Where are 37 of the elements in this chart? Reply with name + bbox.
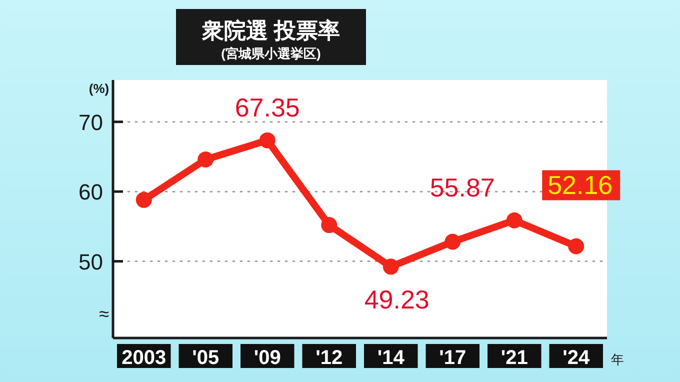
data-label: 52.16 xyxy=(548,170,613,200)
x-tick-label: 2003 xyxy=(122,347,166,369)
point xyxy=(506,212,522,228)
chart-subtitle: (宮城県小選挙区) xyxy=(221,46,321,61)
point xyxy=(198,151,214,168)
data-label: 49.23 xyxy=(364,284,430,315)
x-tick-label: '05 xyxy=(192,347,220,369)
xtick: '17 xyxy=(426,344,480,369)
x-tick-label: '14 xyxy=(377,347,406,369)
point xyxy=(321,217,338,234)
xtick: '12 xyxy=(302,344,356,369)
x-tick-label: '21 xyxy=(500,347,528,369)
x-tick-label: '17 xyxy=(439,347,466,369)
title: 衆院選 投票率 (宮城県小選挙区) xyxy=(176,9,366,65)
xtick: 2003 xyxy=(117,344,171,369)
point xyxy=(444,234,461,250)
point xyxy=(568,238,584,254)
xtick: '05 xyxy=(178,344,232,369)
point xyxy=(136,192,152,208)
data-label: 55.87 xyxy=(430,172,495,202)
point xyxy=(259,132,276,148)
y-axis-title: (%) xyxy=(88,81,110,96)
x-tick-label: '09 xyxy=(254,347,281,369)
data-label: 67.35 xyxy=(234,92,300,122)
x-tick-label: '12 xyxy=(316,347,343,369)
chart-title: 衆院選 投票率 xyxy=(200,18,340,43)
x-axis-title: 年 xyxy=(611,352,624,367)
xtick: '09 xyxy=(240,344,294,369)
xtick: '21 xyxy=(488,344,542,369)
text: ≈ xyxy=(99,304,110,324)
y-tick-label: 50 xyxy=(78,249,103,274)
x-tick-label: '24 xyxy=(562,347,590,369)
xtick: '14 xyxy=(364,344,418,369)
xtick: '24 xyxy=(549,344,603,369)
y-tick-label: 60 xyxy=(78,180,103,205)
y-tick-label: 70 xyxy=(78,110,103,135)
point xyxy=(382,258,399,275)
